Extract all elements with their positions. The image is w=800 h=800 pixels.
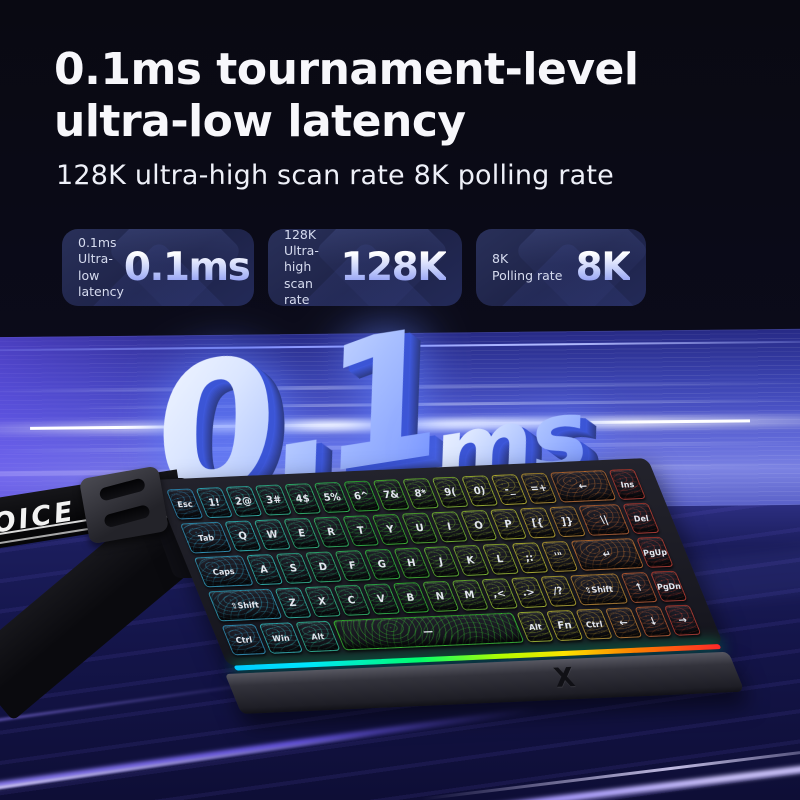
spec-badges: 0.1ms Ultra-low latency 0.1ms 128K Ultra…	[62, 229, 646, 306]
keyboard-key-sym: \|	[577, 504, 631, 536]
badge-value: 128K	[340, 245, 447, 290]
keyboard-key-shift: ⇧Shift	[568, 573, 629, 606]
page-subtitle: 128K ultra-high scan rate 8K polling rat…	[56, 160, 614, 191]
keyboard-key-caps: Caps	[193, 555, 254, 588]
keyboard-key-sym: ←	[549, 470, 617, 503]
keyboard-key-tab: Tab	[179, 521, 233, 554]
keyboard: Esc 1! 2@ 3# 4$ 5% 6^ 7& 8* 9(0) -_ =+ ← Ins Tab Q W E R T Y…	[152, 458, 745, 715]
badge-label: 8K Polling rate	[492, 251, 563, 283]
page-title: 0.1ms tournament-level ultra-low latency	[54, 44, 639, 147]
badge-latency: 0.1ms Ultra-low latency 0.1ms	[62, 229, 254, 306]
badge-value: 8K	[575, 245, 632, 290]
x-logo: X	[548, 662, 581, 694]
strap-buckle	[78, 465, 170, 545]
keyboard-key-sym: —	[331, 612, 525, 651]
badge-label: 128K Ultra-high scan rate	[284, 229, 319, 306]
buckle-slot	[103, 503, 151, 529]
keyboard-key-shift: ⇧Shift	[207, 588, 283, 622]
badge-polling-rate: 8K Polling rate 8K	[476, 229, 646, 306]
badge-value: 0.1ms	[123, 245, 251, 290]
buckle-slot	[98, 477, 147, 502]
badge-scan-rate: 128K Ultra-high scan rate 128K	[268, 229, 462, 306]
keyboard-plate: Esc 1! 2@ 3# 4$ 5% 6^ 7& 8* 9(0) -_ =+ ← Ins Tab Q W E R T Y…	[152, 458, 724, 666]
badge-label: 0.1ms Ultra-low latency	[78, 235, 124, 299]
keyboard-key-sym: ↵	[569, 538, 645, 571]
